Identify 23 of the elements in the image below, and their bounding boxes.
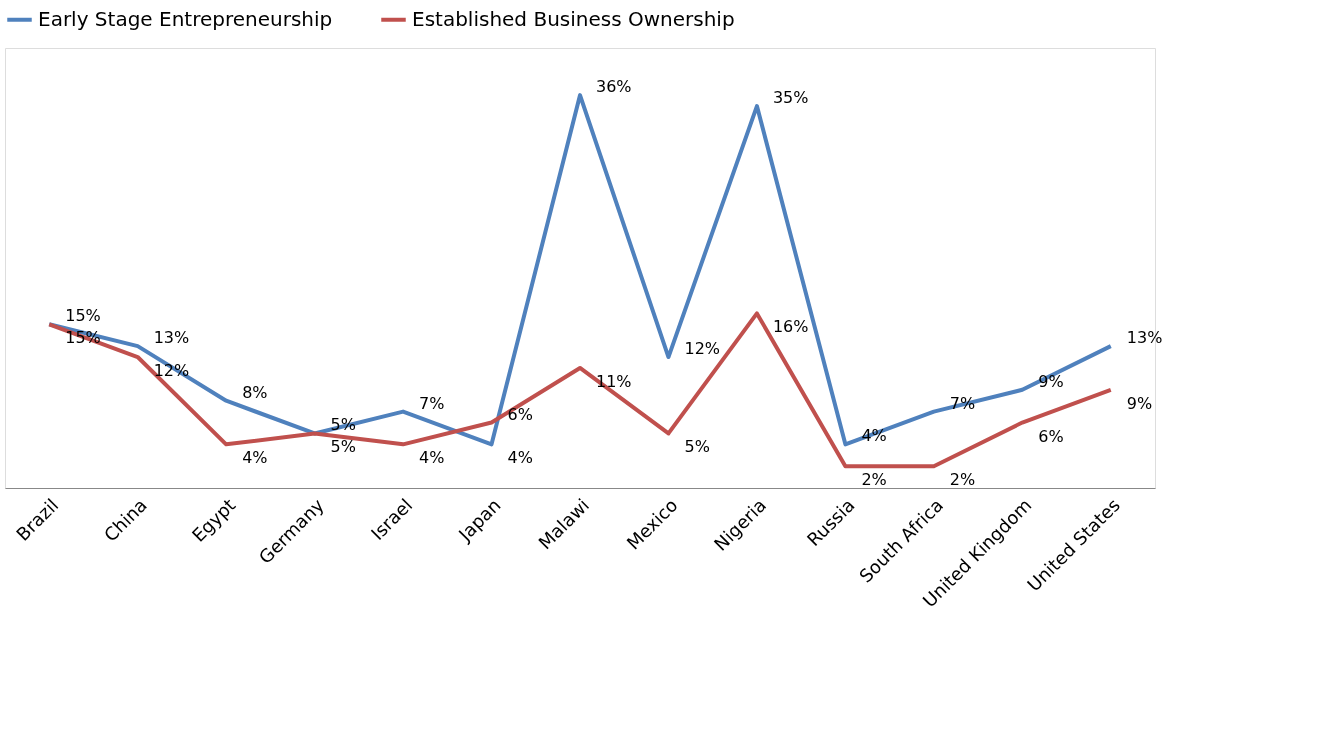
data-label: 5% [684, 437, 710, 457]
data-label: 13% [1126, 328, 1163, 348]
data-label: 15% [65, 306, 101, 326]
data-label: 4% [507, 448, 533, 468]
data-label: 16% [772, 317, 809, 337]
data-label: 11% [596, 371, 632, 391]
legend-label: Established Business Ownership [412, 6, 735, 31]
data-label: 5% [330, 437, 357, 457]
data-label: 6% [507, 404, 533, 424]
legend-label: Early Stage Entrepreneurship [38, 6, 333, 31]
data-label: 7% [419, 393, 445, 413]
data-label: 12% [684, 339, 721, 359]
data-label: 6% [1038, 426, 1064, 446]
data-label: 8% [242, 382, 268, 402]
data-label: 9% [1126, 393, 1153, 413]
data-label: 13% [153, 328, 190, 348]
data-label: 4% [242, 448, 268, 468]
data-label: 2% [861, 470, 887, 490]
data-label: 4% [419, 448, 445, 468]
data-label: 36% [596, 77, 632, 97]
data-label: 9% [1038, 371, 1064, 391]
data-label: 2% [949, 470, 976, 490]
data-label: 35% [772, 88, 809, 108]
